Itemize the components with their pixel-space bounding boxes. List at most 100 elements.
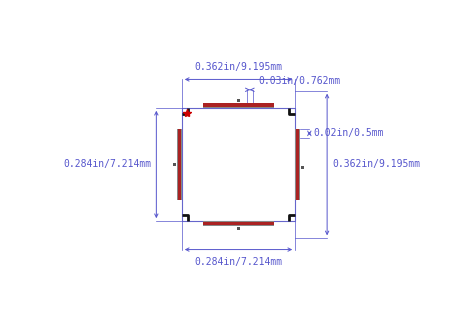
Bar	[178, 146, 181, 154]
Bar	[295, 135, 298, 143]
Bar	[258, 221, 268, 226]
Bar	[248, 222, 256, 225]
Bar	[295, 145, 299, 155]
Bar	[178, 141, 181, 149]
Bar	[177, 157, 181, 166]
Bar	[243, 103, 250, 107]
Bar	[230, 103, 240, 108]
Bar	[265, 103, 273, 107]
Bar	[295, 141, 298, 149]
Bar	[264, 221, 274, 226]
Bar	[219, 103, 229, 108]
Bar	[220, 222, 228, 225]
Bar	[254, 222, 262, 225]
Bar	[258, 103, 268, 108]
Bar	[295, 129, 299, 138]
Bar	[214, 103, 222, 107]
Bar	[178, 169, 181, 177]
Bar	[259, 103, 268, 107]
Text: 0.03in/0.762mm: 0.03in/0.762mm	[258, 76, 340, 86]
Bar	[301, 166, 304, 169]
Bar	[264, 103, 274, 108]
Bar	[214, 222, 222, 225]
Bar	[178, 164, 181, 171]
Bar	[208, 103, 218, 108]
Bar	[208, 221, 218, 226]
Bar	[202, 103, 212, 108]
Bar	[295, 191, 299, 200]
Bar	[295, 146, 298, 154]
Bar	[237, 222, 245, 225]
Bar	[254, 103, 262, 107]
Bar	[248, 103, 256, 107]
Bar	[295, 164, 298, 171]
Bar	[177, 174, 181, 184]
Bar	[178, 135, 181, 143]
Bar	[265, 222, 273, 225]
Bar	[177, 140, 181, 150]
Bar	[178, 180, 181, 188]
Bar	[177, 145, 181, 155]
Bar	[208, 222, 217, 225]
Bar	[295, 158, 298, 165]
Bar	[295, 163, 299, 172]
Bar	[230, 221, 240, 226]
Bar	[203, 103, 211, 107]
Bar	[177, 163, 181, 172]
Bar	[253, 103, 263, 108]
Bar	[247, 103, 257, 108]
Bar	[253, 221, 263, 226]
Bar	[243, 222, 250, 225]
Bar	[237, 103, 245, 107]
Bar	[181, 108, 295, 221]
Bar	[177, 168, 181, 178]
Bar	[219, 221, 229, 226]
Bar	[295, 169, 298, 177]
Bar	[178, 152, 181, 160]
Bar	[208, 103, 217, 107]
Bar	[259, 222, 268, 225]
Bar	[225, 103, 234, 108]
Text: 0.02in/0.5mm: 0.02in/0.5mm	[313, 128, 383, 139]
Bar	[177, 185, 181, 195]
Bar	[242, 221, 251, 226]
Bar	[220, 103, 228, 107]
Bar	[295, 140, 299, 150]
Text: 0.284in/7.214mm: 0.284in/7.214mm	[194, 257, 282, 267]
Bar	[203, 222, 211, 225]
Bar	[178, 186, 181, 194]
Bar	[295, 134, 299, 144]
Bar	[295, 168, 299, 178]
Bar	[295, 179, 299, 189]
Bar	[177, 151, 181, 161]
Bar	[226, 103, 233, 107]
Bar	[237, 98, 239, 102]
Bar	[177, 191, 181, 200]
Bar	[178, 192, 181, 199]
Bar	[295, 130, 298, 137]
Bar	[213, 221, 223, 226]
Bar	[236, 221, 246, 226]
Bar	[236, 103, 246, 108]
Bar	[172, 163, 175, 166]
Bar	[242, 103, 251, 108]
Bar	[295, 175, 298, 183]
Text: 0.284in/7.214mm: 0.284in/7.214mm	[63, 160, 151, 169]
Bar	[177, 129, 181, 138]
Bar	[178, 175, 181, 183]
Bar	[295, 151, 299, 161]
Text: 0.362in/9.195mm: 0.362in/9.195mm	[194, 62, 282, 72]
Bar	[178, 130, 181, 137]
Bar	[295, 192, 298, 199]
Bar	[247, 221, 257, 226]
Bar	[295, 152, 298, 160]
Bar	[202, 221, 212, 226]
Bar	[295, 157, 299, 166]
Bar	[295, 180, 298, 188]
Bar	[231, 103, 239, 107]
Bar	[177, 134, 181, 144]
Bar	[226, 222, 233, 225]
Bar	[231, 222, 239, 225]
Bar	[178, 158, 181, 165]
Bar	[295, 185, 299, 195]
